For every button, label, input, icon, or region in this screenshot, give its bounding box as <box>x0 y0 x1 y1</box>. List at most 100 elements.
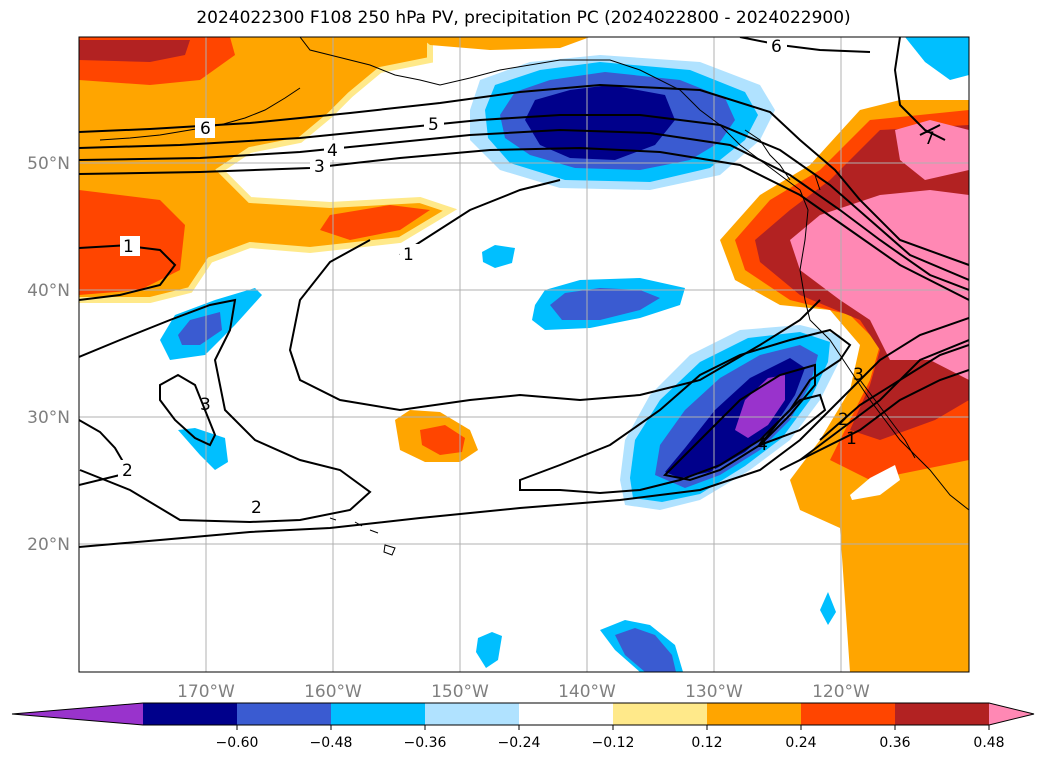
lon-label-130w: 130°W <box>685 682 743 702</box>
colorbar-tick-label: −0.24 <box>498 735 541 751</box>
coastline-alaska <box>299 37 969 511</box>
colorbar-tick-label: −0.12 <box>592 735 635 751</box>
clabel-bg-4 <box>310 155 330 175</box>
colorbar-segment <box>331 703 426 725</box>
lat-labels: 50°N 40°N 30°N 20°N <box>27 154 70 555</box>
shade-blue-patch-6b <box>615 628 676 672</box>
pv-contour-3 <box>79 146 969 301</box>
shade-sub-purple <box>735 375 785 438</box>
clabel-bg-8 <box>118 460 138 480</box>
shade-blue-patch-5 <box>476 632 502 668</box>
pv-contour-top-6 <box>739 37 871 53</box>
lat-label-20n: 20°N <box>27 535 70 555</box>
colorbar-segment <box>895 703 990 725</box>
pv-contour-ne-7 <box>893 37 946 141</box>
clabel-bg-9 <box>248 496 268 516</box>
lon-label-120w: 120°W <box>812 682 870 702</box>
precip-shading <box>79 37 969 672</box>
pv-contour-sub-trough <box>519 328 852 495</box>
contour-label-2-ne: 2 <box>838 410 849 430</box>
pv-contour-sub-4 <box>756 393 827 448</box>
contour-label-1-ne: 1 <box>846 429 857 449</box>
contour-label-3-ne: 3 <box>853 365 864 385</box>
colorbar-segment <box>801 703 896 725</box>
contour-label-2-sw: 2 <box>122 461 133 481</box>
contour-label-3: 3 <box>314 157 325 177</box>
colorbar-segment <box>237 703 332 725</box>
shade-blue-patch-3b <box>178 312 222 345</box>
contour-label-5: 5 <box>428 115 439 135</box>
clabel-bg-11 <box>767 37 787 56</box>
lon-label-170w: 170°W <box>177 682 235 702</box>
contour-label-7: 7 <box>924 129 935 149</box>
colorbar-tick-label: 0.24 <box>785 735 816 751</box>
colorbar-tick-label: 0.36 <box>879 735 910 751</box>
colorbar-tick-label: −0.36 <box>404 735 447 751</box>
lon-label-140w: 140°W <box>558 682 616 702</box>
contour-label-4: 4 <box>327 141 338 161</box>
contour-labels: 6 5 4 3 1 1 3 2 2 7 6 3 4 2 1 <box>118 37 935 518</box>
pv-contour-2-west <box>79 298 372 524</box>
pv-contour-2-sw <box>79 419 127 486</box>
pv-contour-6 <box>79 83 969 266</box>
colorbar-segment <box>143 703 238 725</box>
pv-contour-3-west <box>159 373 217 447</box>
contour-label-1-west: 1 <box>123 237 134 257</box>
colorbar-tick-label: −0.60 <box>216 735 259 751</box>
shade-ne-blue-3 <box>525 85 675 160</box>
colorbar-extend-max <box>989 703 1034 725</box>
contour-label-4-sub: 4 <box>757 435 768 455</box>
colorbar-extend-min <box>12 703 143 725</box>
shade-blue-patch-4 <box>178 428 228 470</box>
map-frame <box>78 36 970 673</box>
lat-label-50n: 50°N <box>27 154 70 174</box>
pv-contour-ne-2 <box>799 339 969 461</box>
coastline-baja <box>859 379 916 459</box>
clabel-bg-5 <box>120 236 140 256</box>
clabel-bg-6 <box>400 244 420 264</box>
shade-na-white-hole <box>850 465 900 500</box>
lon-label-150w: 150°W <box>431 682 489 702</box>
clabel-bg-2 <box>424 113 444 133</box>
map-panel: 6 5 4 3 1 1 3 2 2 7 6 3 4 2 1 <box>79 37 969 672</box>
shade-blue-patch-7 <box>820 592 836 625</box>
pv-contour-5 <box>79 114 969 281</box>
shade-na-pink-2 <box>895 120 969 180</box>
shade-sub-red <box>420 425 465 455</box>
pv-contours <box>79 37 969 548</box>
shade-na-blue-corner <box>905 37 969 80</box>
colorbar-outline <box>11 702 1035 726</box>
lon-labels: 170°W 160°W 150°W 140°W 130°W 120°W <box>177 682 870 702</box>
lat-label-30n: 30°N <box>27 408 70 428</box>
pv-contour-ne-1 <box>779 369 969 471</box>
coastline-bc-islands <box>744 129 821 191</box>
contour-label-6-west: 6 <box>200 119 211 139</box>
clabel-bg-1 <box>195 118 215 138</box>
contour-label-2-south: 2 <box>251 498 262 518</box>
shade-nw-yellow-edge <box>79 37 458 303</box>
colorbar: −0.60 −0.48 −0.36 −0.24 −0.12 0.12 0.24 0.36 0.4… <box>11 702 1035 751</box>
colorbar-segment <box>613 703 708 725</box>
pv-contour-ne-3 <box>819 344 969 441</box>
map-title: 2024022300 F108 250 hPa PV, precipitatio… <box>196 8 851 28</box>
shade-top-orange <box>420 37 590 50</box>
contour-label-1-mid: 1 <box>403 245 414 265</box>
shade-mid-red <box>320 205 430 240</box>
colorbar-segment <box>425 703 520 725</box>
pv-contour-1-big <box>79 179 821 412</box>
colorbar-tick-label: −0.48 <box>310 735 353 751</box>
contour-label-6-top: 6 <box>771 37 782 57</box>
colorbar-tick-label: 0.12 <box>691 735 722 751</box>
shade-blue-patch-2b <box>550 288 660 320</box>
pv-contour-sub-inner <box>662 363 816 482</box>
pv-contour-2-south <box>79 317 969 548</box>
contour-label-3-west: 3 <box>200 395 211 415</box>
lat-label-40n: 40°N <box>27 281 70 301</box>
colorbar-segment <box>707 703 802 725</box>
colorbar-tick-label: 0.48 <box>973 735 1004 751</box>
shade-nw-darkred <box>79 40 190 62</box>
shade-blue-patch-1 <box>482 245 515 268</box>
pv-contour-4 <box>79 128 969 291</box>
colorbar-segment <box>519 703 614 725</box>
